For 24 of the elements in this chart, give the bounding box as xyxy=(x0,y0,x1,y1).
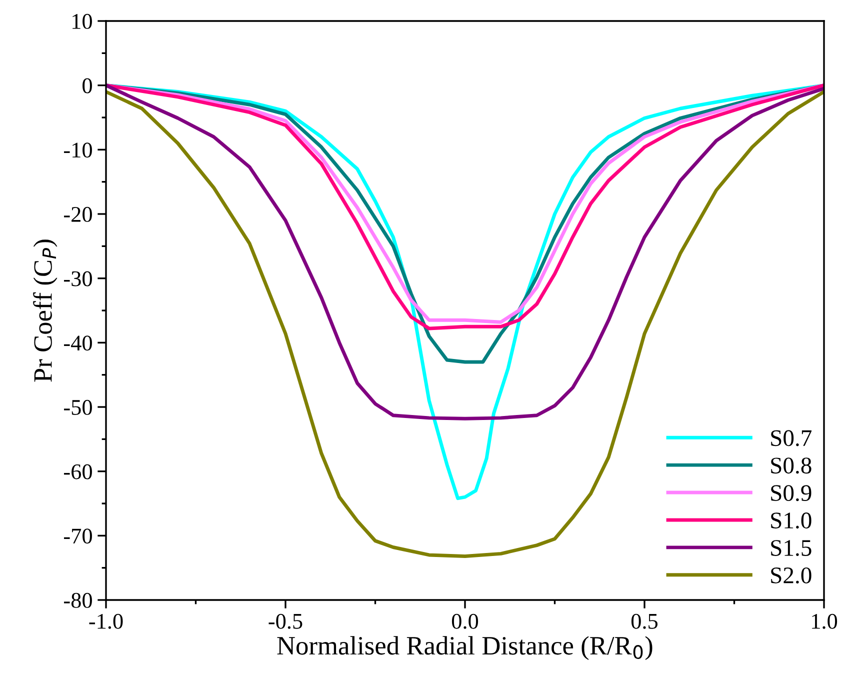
legend-label: S1.0 xyxy=(771,512,812,529)
x-axis-title: Normalised Radial Distance (R/R$_{0}$) xyxy=(277,636,652,660)
y-tick-label: -10 xyxy=(64,142,92,158)
y-tick-label: 0 xyxy=(82,78,92,94)
x-tick-label: -0.5 xyxy=(268,614,302,629)
y-tick-label: -20 xyxy=(64,206,92,222)
x-tick-label: 1.0 xyxy=(812,614,838,629)
y-tick-label: -50 xyxy=(64,400,92,415)
legend-label: S0.9 xyxy=(771,485,812,502)
legend-label: S0.8 xyxy=(771,458,812,474)
legend-label: S2.0 xyxy=(771,567,812,584)
y-tick-label: 10 xyxy=(72,14,92,29)
y-tick-label: -80 xyxy=(64,592,92,608)
y-tick-label: -70 xyxy=(64,528,92,544)
legend-label: S0.7 xyxy=(771,430,812,446)
y-tick-label: -30 xyxy=(64,271,92,286)
y-tick-label: -40 xyxy=(64,336,92,351)
y-tick-label: -60 xyxy=(64,464,92,480)
y-axis-title: Pr Coeff (C$_{P}$) xyxy=(33,240,58,382)
x-tick-label: -1.0 xyxy=(89,614,123,629)
legend-label: S1.5 xyxy=(771,540,812,556)
x-tick-label: 0.5 xyxy=(631,614,658,629)
x-tick-label: 0.0 xyxy=(452,614,478,629)
line-series xyxy=(106,84,824,420)
